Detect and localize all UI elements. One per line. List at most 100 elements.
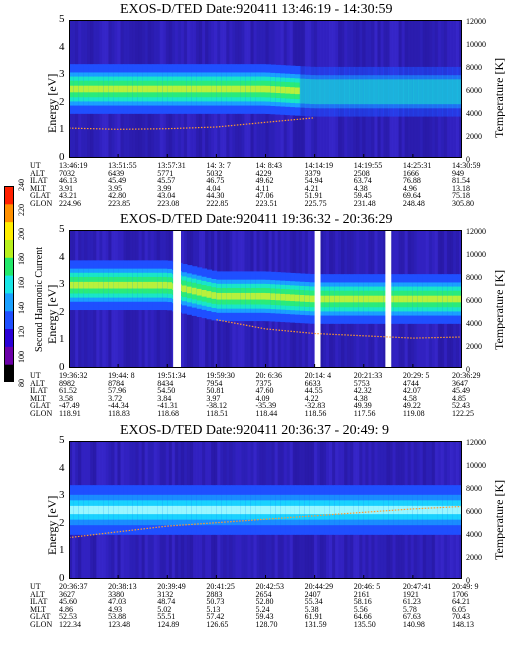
energy-band-segment <box>73 505 80 515</box>
energy-band-segment <box>226 85 232 93</box>
ephemeris-cell: 4.58 <box>402 393 417 403</box>
colorbar-swatch <box>4 257 14 276</box>
colorbar-swatch <box>4 292 14 312</box>
ephemeris-row: UT 13:46:19 13:51:55 13:57:31 14: 3: 7 14: 8:… <box>30 162 480 170</box>
ephemeris-cell: 19:59:30 <box>206 371 235 380</box>
energy-band-segment <box>113 85 119 93</box>
energy-band-segment <box>349 295 355 303</box>
energy-band-segment <box>368 505 375 515</box>
colorbar-tick-label: 160 <box>17 277 26 289</box>
energy-band-segment <box>103 281 109 289</box>
energy-band-segment <box>226 292 232 300</box>
energy-band-segment <box>363 79 370 105</box>
energy-band-segment <box>245 292 252 300</box>
panel1-spectrogram <box>68 20 463 158</box>
energy-band-segment <box>221 292 227 300</box>
energy-band-segment <box>452 505 458 515</box>
energy-band-segment <box>368 295 375 303</box>
ephemeris-row: UT 20:36:37 20:38:13 20:39:49 20:41:25 20:42:… <box>30 583 480 591</box>
energy-band-segment <box>358 295 365 303</box>
energy-band-segment <box>403 505 409 515</box>
ephemeris-row-label: ALT <box>30 168 45 178</box>
temperature-tick-label: 4000 <box>466 530 482 539</box>
energy-band-segment <box>378 295 384 303</box>
energy-band-segment <box>137 505 144 515</box>
energy-band-segment <box>285 294 291 301</box>
energy-band-segment <box>398 295 404 303</box>
ephemeris-cell: 248.48 <box>402 198 425 208</box>
energy-band-segment <box>108 85 114 93</box>
y-tick-label: 5 <box>59 223 65 235</box>
energy-band-segment <box>270 293 276 300</box>
energy-band-segment <box>442 505 448 515</box>
panel3-ylabel-right: Temperature [K] <box>492 479 505 560</box>
energy-band-segment <box>280 293 286 301</box>
energy-band-segment <box>432 295 439 303</box>
energy-band-segment <box>358 505 365 515</box>
ephemeris-cell: 5.56 <box>353 604 368 614</box>
ephemeris-cell: 148.13 <box>452 619 474 629</box>
ephemeris-cell: 5753 <box>353 378 370 388</box>
energy-band-segment <box>172 505 178 515</box>
energy-band-segment <box>299 78 306 104</box>
energy-band-segment <box>442 295 448 303</box>
energy-band-segment <box>378 79 384 105</box>
ephemeris-cell: 47.60 <box>255 386 274 396</box>
ephemeris-cell: 4.22 <box>304 393 319 403</box>
ephemeris-cell: 45.49 <box>452 386 470 396</box>
ephemeris-cell: 51.91 <box>304 191 323 201</box>
y-tick-label: 0 <box>59 361 65 373</box>
colorbar-tick-label: 120 <box>17 326 26 338</box>
energy-band-segment <box>132 281 139 289</box>
energy-band-segment <box>412 505 419 515</box>
temperature-tick-label: 12000 <box>466 227 486 236</box>
ephemeris-cell: 19:51:34 <box>157 371 186 380</box>
energy-band-segment <box>275 505 281 515</box>
energy-band-segment <box>275 293 281 301</box>
ephemeris-cell: 42.07 <box>402 386 421 396</box>
energy-band-segment <box>123 85 129 93</box>
energy-band-segment <box>280 86 286 94</box>
ephemeris-row: GLAT 43.21 42.80 43.04 44.30 47.06 51.91 59.45 6… <box>30 192 480 200</box>
ephemeris-cell: 4.93 <box>108 604 123 614</box>
ephemeris-cell: 3.58 <box>59 393 73 403</box>
energy-band-segment <box>113 281 119 289</box>
ephemeris-cell: 19:44: 8 <box>108 371 135 380</box>
energy-band-segment <box>211 505 217 515</box>
colorbar-tick-label: 180 <box>17 252 26 265</box>
ephemeris-row: ILAT 46.13 45.49 45.57 46.75 49.62 54.94 63.74 7… <box>30 177 480 185</box>
ephemeris-cell: 4.11 <box>255 183 270 193</box>
ephemeris-cell: -32.83 <box>304 401 326 411</box>
energy-band-segment <box>236 292 242 300</box>
energy-band-segment <box>250 85 257 93</box>
temperature-tick-label: 10000 <box>466 461 486 470</box>
energy-band-segment <box>452 295 458 303</box>
energy-band-segment <box>255 85 262 93</box>
energy-band-segment <box>407 295 414 303</box>
energy-band-segment <box>398 79 404 105</box>
ephemeris-cell: 20:47:41 <box>402 582 432 591</box>
energy-band-segment <box>290 87 296 94</box>
energy-band-segment <box>83 85 90 93</box>
energy-band-segment <box>78 505 85 515</box>
energy-band-segment <box>417 505 424 515</box>
ephemeris-row: MLT 4.86 4.93 5.02 5.13 5.24 5.38 5.56 5.78 6.05 <box>30 604 480 614</box>
data-gap <box>314 230 321 368</box>
ephemeris-table: UT 20:36:37 20:38:13 20:39:49 20:41:25 20:42:… <box>30 583 480 629</box>
energy-band-segment <box>432 79 439 105</box>
energy-band-segment <box>127 505 134 515</box>
y-tick-label: 3 <box>59 489 65 502</box>
energy-band-segment <box>240 85 247 93</box>
energy-band-segment <box>98 281 104 289</box>
ephemeris-cell: 949 <box>452 168 464 178</box>
energy-band-segment <box>118 281 124 289</box>
energy-band-segment <box>319 505 326 515</box>
energy-band-segment <box>73 85 80 93</box>
ephemeris-cell: 3.72 <box>108 393 123 403</box>
energy-band-segment <box>181 505 188 515</box>
colorbar-swatch <box>4 221 14 240</box>
energy-band-segment <box>447 295 453 303</box>
energy-band-segment <box>280 505 286 515</box>
energy-band-segment <box>393 295 399 303</box>
energy-band-segment <box>142 281 149 289</box>
